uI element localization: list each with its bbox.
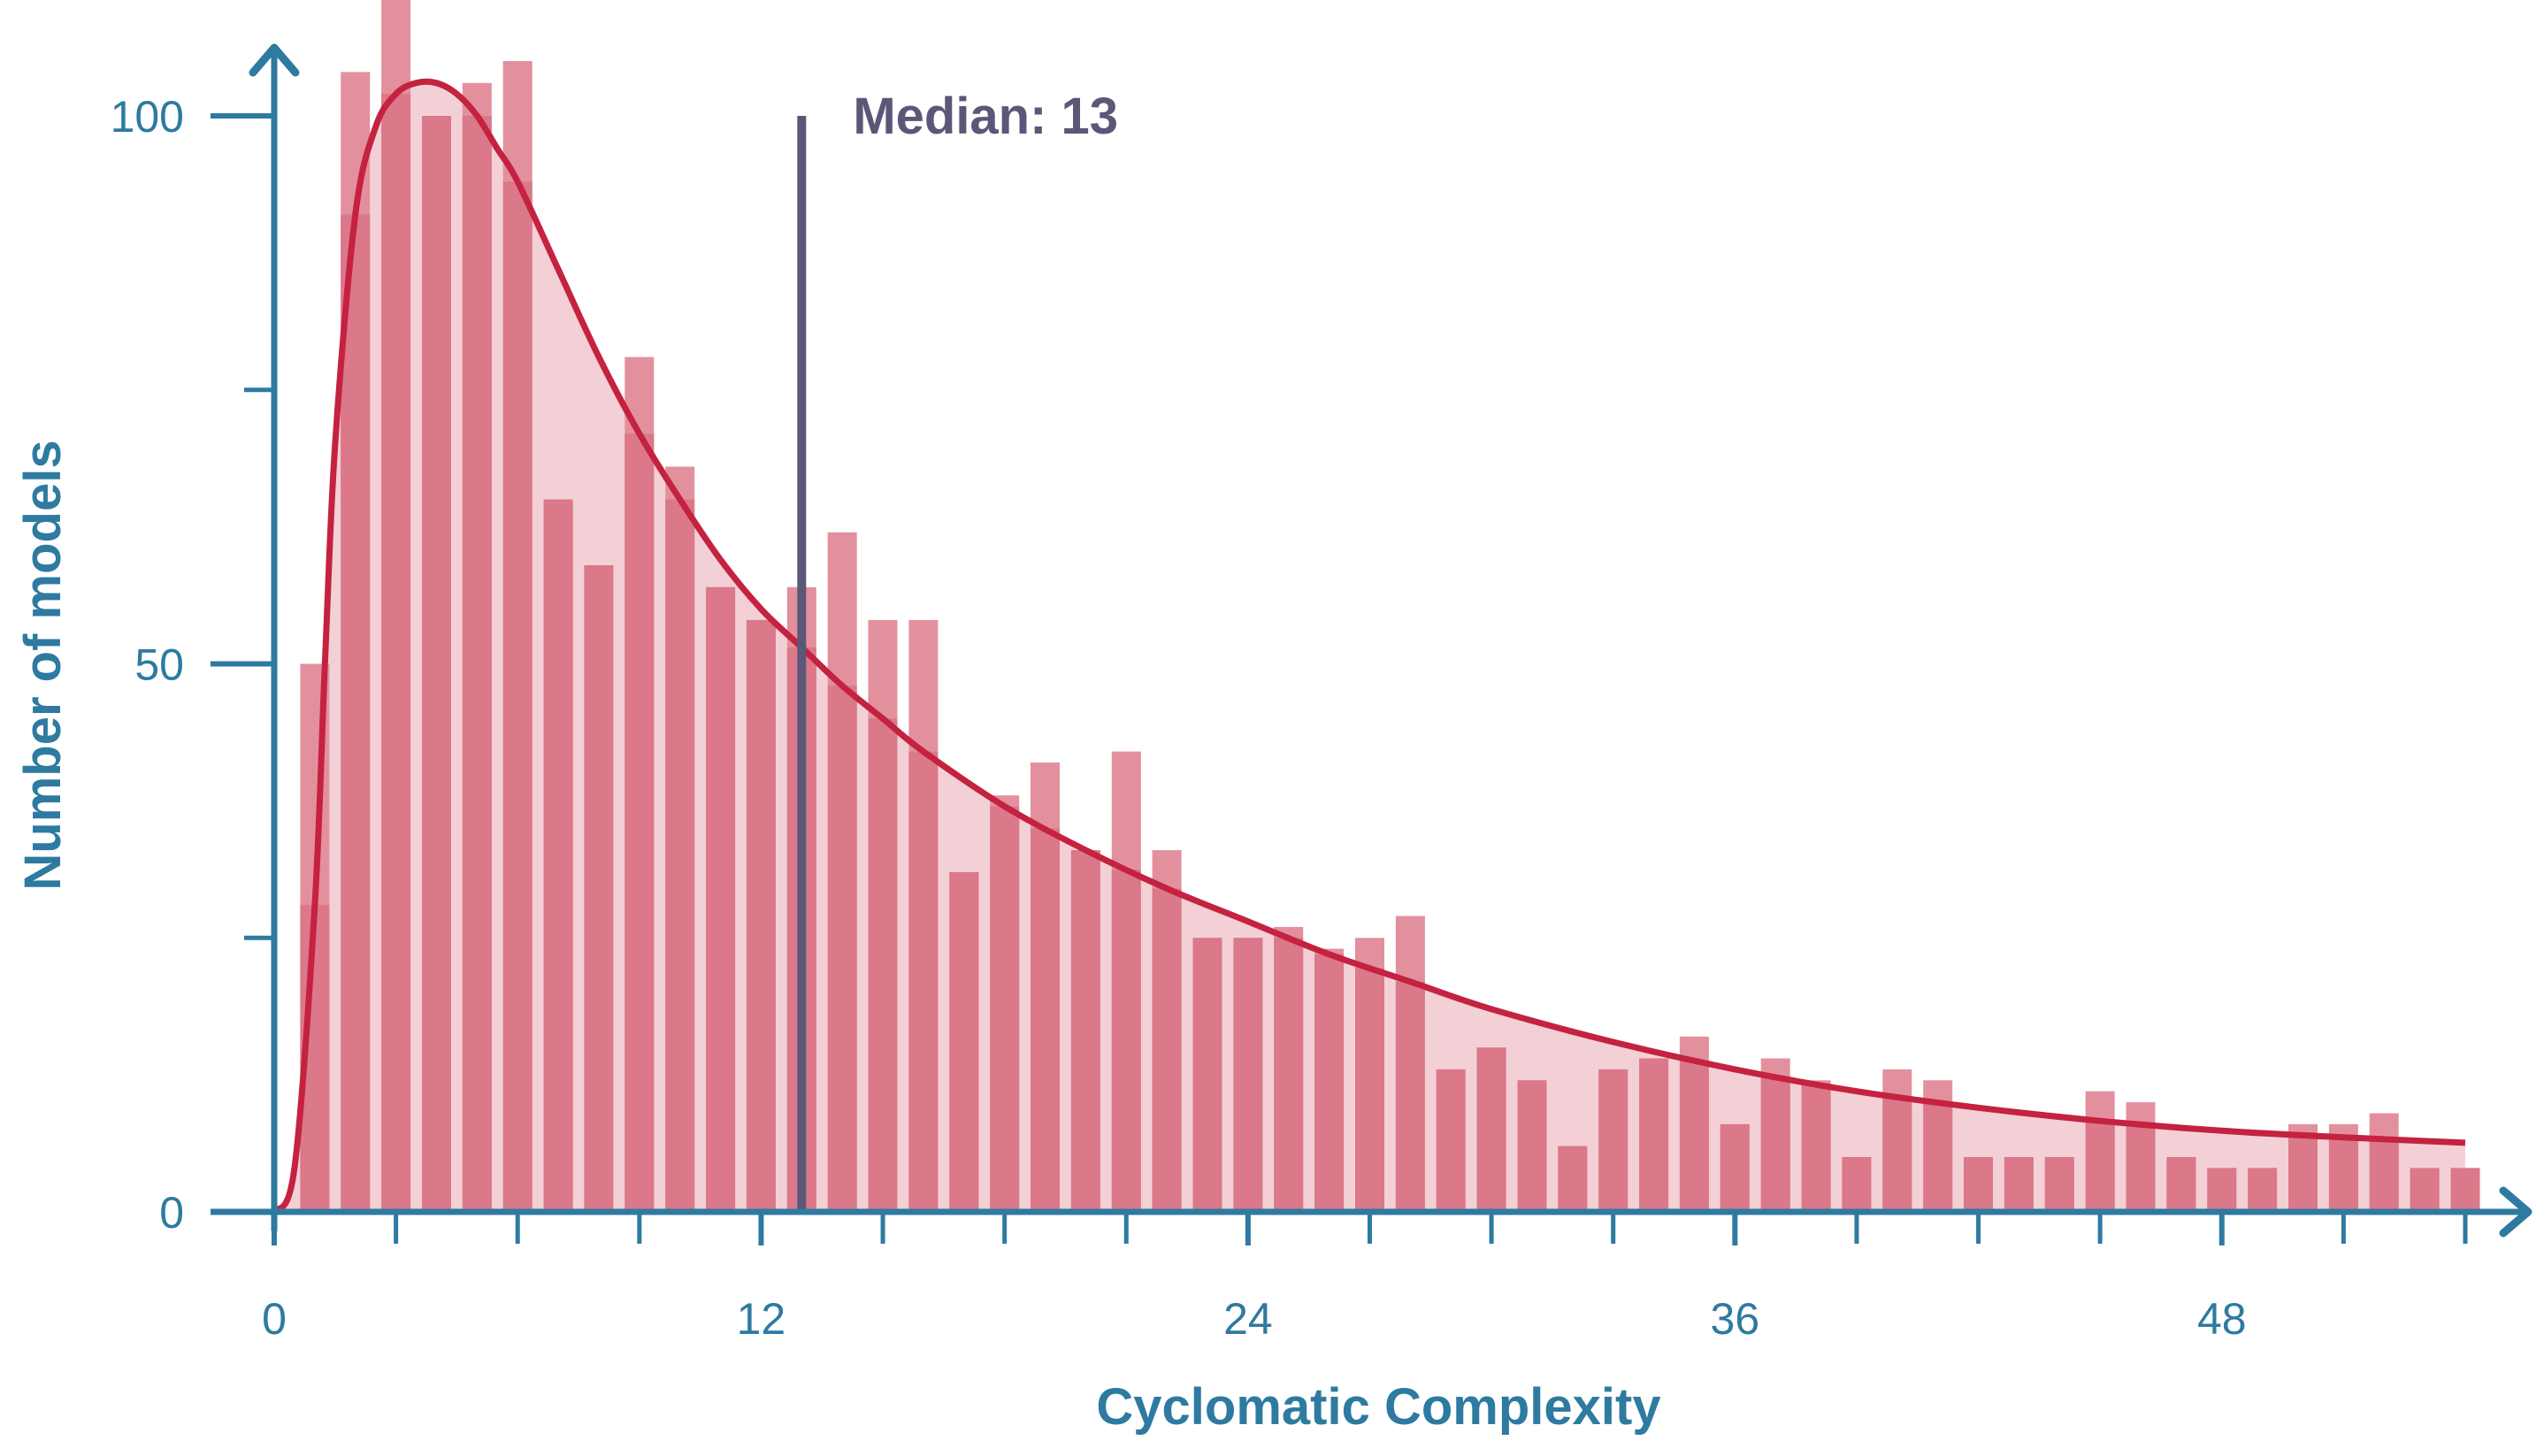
histogram-bar-under-curve: [827, 686, 857, 1212]
histogram-bar-under-curve: [1152, 888, 1182, 1212]
histogram-bar-under-curve: [1314, 954, 1345, 1212]
histogram-bar-under-curve: [1192, 938, 1222, 1213]
histogram-bar-under-curve: [2248, 1168, 2278, 1212]
x-tick-label: 48: [2197, 1294, 2247, 1344]
axis-ticks: 0 12 24 36 48 0 50 100: [111, 92, 2468, 1344]
histogram-bar-under-curve: [2085, 1121, 2115, 1212]
histogram-bar-under-curve: [422, 116, 451, 1212]
histogram-bar-under-curve: [543, 499, 573, 1212]
histogram-bar-under-curve: [1355, 968, 1384, 1212]
histogram-bar-under-curve: [1233, 938, 1263, 1213]
histogram-bar-under-curve: [1517, 1080, 1547, 1212]
histogram-bar-under-curve: [908, 751, 939, 1212]
histogram-bar-under-curve: [868, 718, 898, 1212]
histogram-bar-under-curve: [1923, 1102, 1953, 1212]
histogram-bar-under-curve: [1476, 1047, 1506, 1212]
histogram-bar-under-curve: [1882, 1096, 1912, 1212]
y-axis-title: Number of models: [14, 440, 72, 890]
histogram-bar-under-curve: [1842, 1157, 1872, 1212]
histogram-bar-under-curve: [1111, 869, 1141, 1212]
histogram-bar-under-curve: [1964, 1157, 1993, 1212]
histogram-bar-under-curve: [1274, 938, 1304, 1213]
histogram-bar-under-curve: [2288, 1135, 2318, 1212]
histogram-bar-under-curve: [1598, 1069, 1628, 1212]
histogram-bar-under-curve: [949, 871, 979, 1212]
x-axis-title: Cyclomatic Complexity: [1096, 1378, 1660, 1436]
histogram-bars: [300, 0, 2480, 1213]
histogram-bar-under-curve: [2207, 1168, 2237, 1212]
histogram-bar-under-curve: [2450, 1168, 2480, 1212]
histogram-bar-under-curve: [1720, 1123, 1750, 1212]
histogram-bar-under-curve: [2126, 1123, 2156, 1212]
histogram-bar-under-curve: [2328, 1137, 2358, 1212]
x-tick-label: 36: [1711, 1294, 1760, 1344]
x-tick-label: 24: [1223, 1294, 1273, 1344]
histogram-bar-under-curve: [2410, 1168, 2440, 1212]
histogram-bar-under-curve: [584, 565, 614, 1212]
median-label: Median: 13: [853, 88, 1118, 145]
histogram-bar-under-curve: [381, 94, 411, 1213]
histogram-bar-under-curve: [502, 181, 533, 1212]
histogram-bar-under-curve: [1801, 1084, 1831, 1212]
density-area-layer: [274, 81, 2465, 1212]
histogram-bar-under-curve: [1558, 1146, 1588, 1212]
histogram-bar-under-curve: [1760, 1077, 1790, 1212]
histogram-bar-under-curve: [2004, 1157, 2034, 1212]
y-tick-label: 100: [111, 92, 184, 142]
density-curve: [271, 78, 2466, 1215]
histogram-bar-under-curve: [665, 499, 695, 1212]
x-axis-arrow-icon: [2499, 1186, 2533, 1238]
histogram-bar-under-curve: [1070, 850, 1100, 1212]
histogram-bar-under-curve: [2369, 1138, 2399, 1212]
y-axis-arrow-icon: [249, 43, 300, 77]
histogram-bar-under-curve: [2166, 1157, 2196, 1212]
density-curve-layer: [271, 78, 2466, 1215]
histogram-bar-under-curve: [341, 214, 371, 1212]
histogram-bar-under-curve: [1395, 981, 1425, 1212]
histogram-bar-under-curve: [625, 433, 655, 1212]
histogram-bar-under-curve: [2044, 1157, 2074, 1212]
histogram-bar-under-curve: [746, 619, 776, 1212]
x-tick-label: 12: [737, 1294, 786, 1344]
median-layer: Median: 13: [797, 88, 1118, 1212]
x-tick-label: 0: [262, 1294, 287, 1344]
histogram-bar-under-curve: [1436, 1069, 1466, 1212]
density-area: [274, 81, 2465, 1212]
histogram-bar-under-curve: [706, 586, 736, 1212]
histogram-bar-under-curve: [462, 116, 492, 1212]
histogram-bar-under-curve: [990, 806, 1020, 1212]
histogram-bar-under-curve: [1639, 1058, 1669, 1212]
histogram-bar-under-curve: [1679, 1060, 1709, 1212]
y-tick-label: 50: [134, 640, 184, 690]
histogram-bar-under-curve: [1031, 828, 1060, 1212]
y-tick-label: 0: [159, 1188, 184, 1238]
